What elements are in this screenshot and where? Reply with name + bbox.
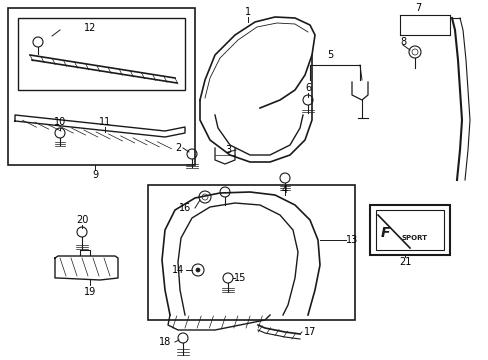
Text: 3: 3 <box>224 145 231 155</box>
Text: SPORT: SPORT <box>401 235 427 241</box>
Text: 18: 18 <box>159 337 171 347</box>
Text: 10: 10 <box>54 117 66 127</box>
Text: 9: 9 <box>92 170 98 180</box>
Bar <box>148 185 354 320</box>
Text: 7: 7 <box>414 3 420 13</box>
Text: 8: 8 <box>399 37 405 47</box>
Text: 15: 15 <box>233 273 245 283</box>
Text: 11: 11 <box>99 117 111 127</box>
Text: 6: 6 <box>305 83 310 93</box>
Bar <box>18 18 184 90</box>
Bar <box>369 205 449 255</box>
Text: 2: 2 <box>175 143 181 153</box>
Circle shape <box>196 268 200 272</box>
Text: 21: 21 <box>398 257 410 267</box>
Text: 5: 5 <box>326 50 332 60</box>
Text: 13: 13 <box>345 235 357 245</box>
Text: 17: 17 <box>303 327 316 337</box>
Bar <box>8 8 195 165</box>
Text: 20: 20 <box>76 215 88 225</box>
Text: 19: 19 <box>84 287 96 297</box>
Text: 1: 1 <box>244 7 250 17</box>
Bar <box>375 210 443 250</box>
Text: 4: 4 <box>282 185 287 195</box>
Text: 16: 16 <box>179 203 191 213</box>
Text: 14: 14 <box>171 265 184 275</box>
Text: 12: 12 <box>83 23 96 33</box>
Text: F: F <box>380 226 389 240</box>
